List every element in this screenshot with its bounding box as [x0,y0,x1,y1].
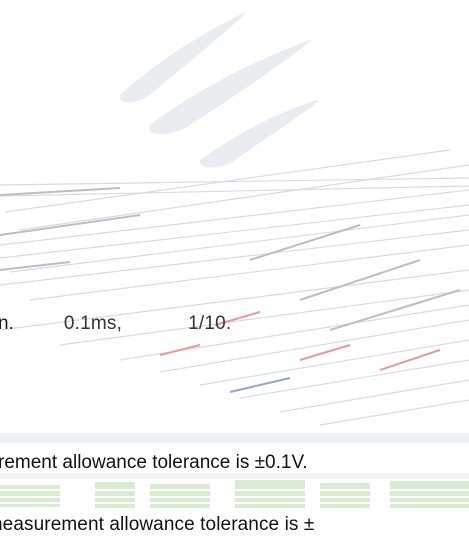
striped-texture [0,149,469,426]
dark-streaks [0,187,461,331]
gray-band [0,433,469,443]
accent-streaks [159,311,441,393]
fragment-lead: n. [0,313,14,334]
green-watermark-stripes [0,489,469,504]
swoosh-logo [119,12,319,168]
tolerance-line-2: neasurement allowance tolerance is ± [0,514,315,535]
text-fragment-line: n. 0.1ms, 1/10. [0,313,231,335]
fragment-time: 0.1ms, [63,313,123,334]
gray-band-lower [0,473,469,479]
tolerance-line-1: rement allowance tolerance is ±0.1V. [0,452,308,473]
fragment-ratio: 1/10. [188,313,232,334]
